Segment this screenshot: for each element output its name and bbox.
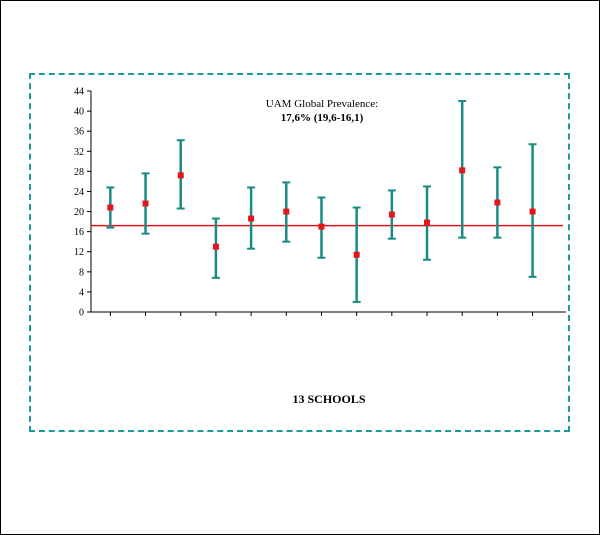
error-bars [106, 100, 537, 303]
data-point [529, 208, 536, 215]
data-point [283, 208, 290, 215]
data-point [424, 219, 431, 226]
y-tick-label: 8 [79, 267, 84, 278]
y-axis-ticks: 0 4 8 12 16 20 24 28 32 36 40 44 [74, 87, 91, 319]
y-tick-label: 28 [74, 167, 84, 178]
y-tick-label: 0 [79, 308, 84, 319]
data-points [107, 167, 536, 258]
y-tick-label: 40 [74, 107, 84, 118]
y-tick-label: 24 [74, 187, 84, 198]
data-point [212, 243, 219, 250]
annotation-line2: 17,6% (19,6-16,1) [281, 112, 364, 124]
y-tick-label: 32 [74, 147, 84, 158]
data-point [459, 167, 466, 174]
data-point [177, 172, 184, 179]
data-point [494, 199, 501, 206]
y-tick-label: 12 [74, 247, 84, 258]
data-point [142, 200, 149, 207]
data-point [353, 251, 360, 258]
x-axis-label: 13 SCHOOLS [292, 392, 365, 406]
data-point [107, 204, 114, 211]
y-tick-label: 44 [74, 87, 84, 98]
data-point [388, 211, 395, 218]
y-tick-label: 16 [74, 227, 84, 238]
chart-axes [90, 91, 566, 313]
y-tick-label: 4 [79, 287, 84, 298]
y-tick-label: 20 [74, 207, 84, 218]
data-point [318, 223, 325, 230]
data-point [248, 215, 255, 222]
chart-frame [29, 73, 570, 432]
x-axis-ticks [109, 312, 534, 316]
y-tick-label: 36 [74, 127, 84, 138]
annotation-line1: UAM Global Prevalence: [266, 98, 378, 110]
